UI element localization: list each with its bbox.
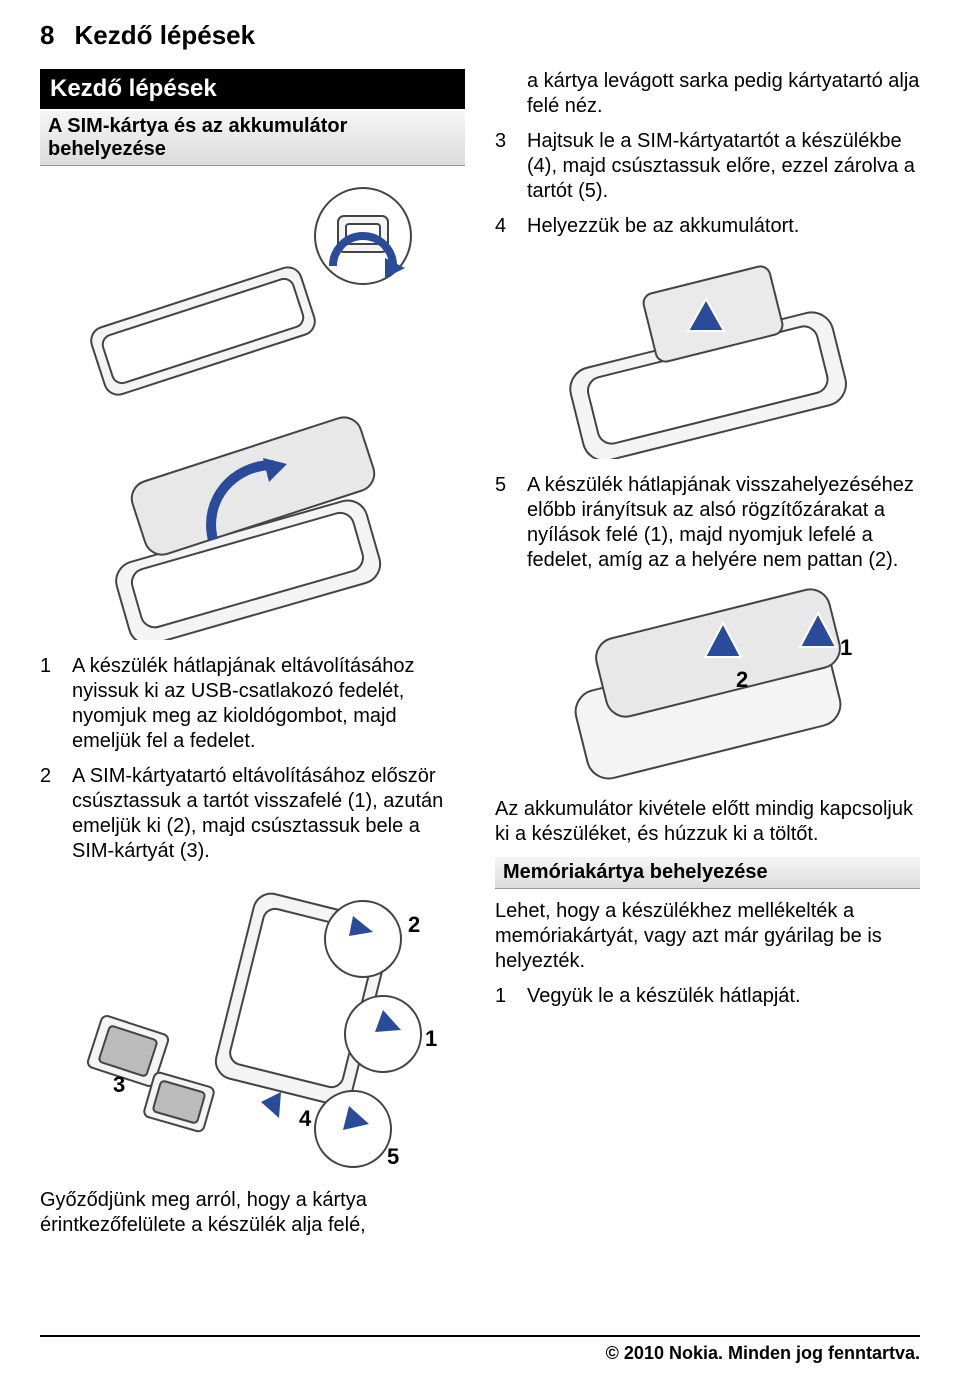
list-item: 5 A készülék hátlapjának visszahelyezésé… [495, 473, 920, 573]
section-title-sim: A SIM-kártya és az akkumulátor behelyezé… [40, 111, 465, 166]
section-title-memcard: Memóriakártya behelyezése [495, 857, 920, 889]
step-number: 4 [495, 214, 513, 239]
callout-4: 4 [299, 1106, 312, 1131]
list-item: 1 Vegyük le a készülék hátlapját. [495, 984, 920, 1009]
list-item: 4 Helyezzük be az akkumulátort. [495, 214, 920, 239]
illus-battery [495, 249, 920, 459]
left-column: Kezdő lépések A SIM-kártya és az akkumul… [40, 69, 465, 1248]
step-text: A készülék hátlapjának visszahelyezéséhe… [527, 473, 920, 573]
callout-5: 5 [387, 1144, 399, 1169]
right-column: a kártya levágott sarka pedig kártyatart… [495, 69, 920, 1248]
callout-1: 1 [425, 1026, 437, 1051]
page-footer: © 2010 Nokia. Minden jog fenntartva. [40, 1335, 920, 1364]
list-item: 2 A SIM-kártyatartó eltávolításához elős… [40, 764, 465, 864]
list-item: 3 Hajtsuk le a SIM-kártyatartót a készül… [495, 129, 920, 204]
step-number: 1 [495, 984, 513, 1009]
page-number: 8 [40, 20, 54, 51]
step-text: Helyezzük be az akkumulátort. [527, 214, 920, 239]
header-title: Kezdő lépések [74, 20, 255, 51]
step-number: 5 [495, 473, 513, 573]
paragraph: Győződjünk meg arról, hogy a kártya érin… [40, 1188, 465, 1238]
illus-back-reattach: 2 1 [495, 583, 920, 783]
callout-back-1: 1 [840, 635, 852, 660]
step-number: 2 [40, 764, 58, 864]
illus-usb-flap [40, 176, 465, 396]
step-number: 1 [40, 654, 58, 754]
step-text: A készülék hátlapjának eltávolításához n… [72, 654, 465, 754]
callout-back-2: 2 [736, 667, 748, 692]
page-header: 8 Kezdő lépések [40, 20, 920, 51]
paragraph: Lehet, hogy a készülékhez mellékelték a … [495, 899, 920, 974]
illus-back-lift [40, 410, 465, 640]
paragraph: a kártya levágott sarka pedig kártyatart… [495, 69, 920, 119]
paragraph: Az akkumulátor kivétele előtt mindig kap… [495, 797, 920, 847]
section-title-dark: Kezdő lépések [40, 69, 465, 109]
step-number: 3 [495, 129, 513, 204]
callout-2: 2 [408, 912, 420, 937]
step-text: A SIM-kártyatartó eltávolításához előszö… [72, 764, 465, 864]
illus-sim-insert: 2 1 4 5 3 [40, 874, 465, 1174]
step-text: Hajtsuk le a SIM-kártyatartót a készülék… [527, 129, 920, 204]
step-text: Vegyük le a készülék hátlapját. [527, 984, 920, 1009]
callout-3: 3 [113, 1072, 125, 1097]
list-item: 1 A készülék hátlapjának eltávolításához… [40, 654, 465, 754]
